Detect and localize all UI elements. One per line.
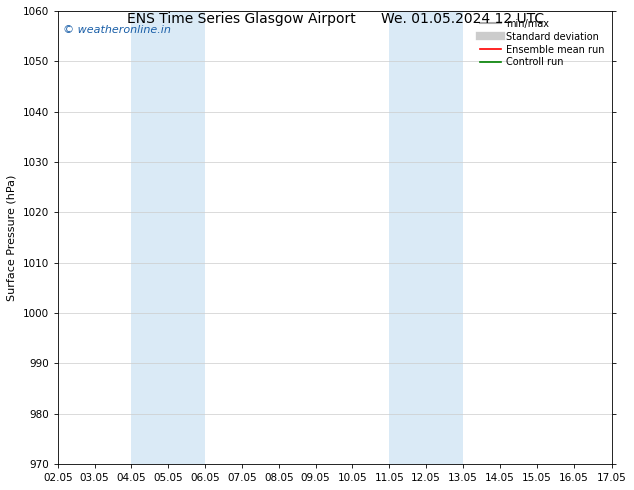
Text: © weatheronline.in: © weatheronline.in (63, 24, 171, 34)
Y-axis label: Surface Pressure (hPa): Surface Pressure (hPa) (7, 174, 17, 301)
Text: ENS Time Series Glasgow Airport: ENS Time Series Glasgow Airport (127, 12, 355, 26)
Bar (131, 11, 205, 464)
Text: We. 01.05.2024 12 UTC: We. 01.05.2024 12 UTC (381, 12, 545, 26)
Bar (389, 11, 463, 464)
Legend: min/max, Standard deviation, Ensemble mean run, Controll run: min/max, Standard deviation, Ensemble me… (477, 16, 607, 71)
